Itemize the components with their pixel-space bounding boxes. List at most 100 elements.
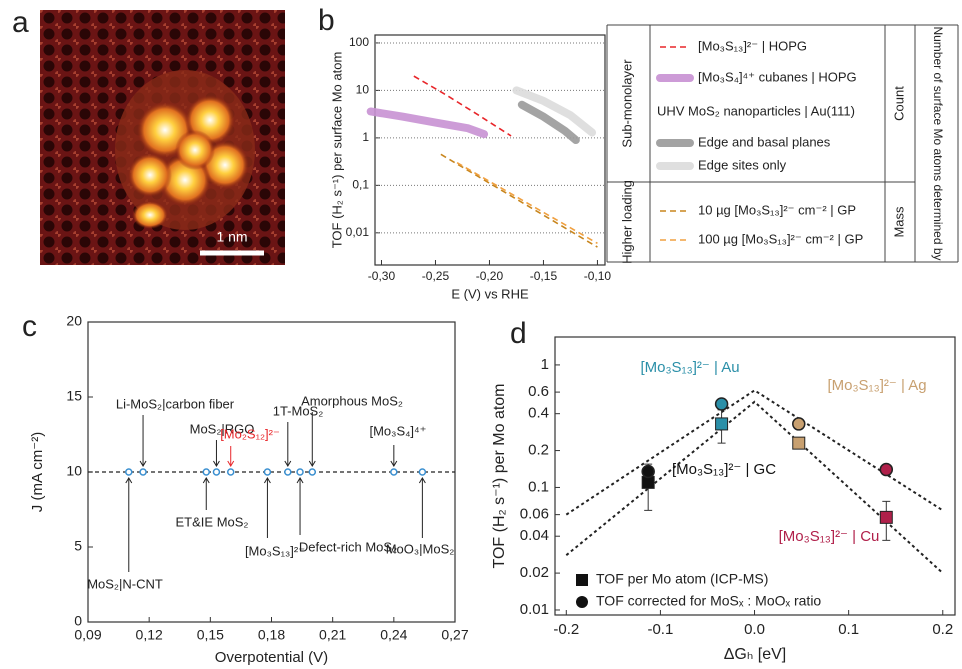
x-axis-label: E (V) vs RHE	[451, 286, 529, 301]
point	[642, 465, 654, 477]
trend-line	[566, 390, 942, 514]
trend-line	[566, 402, 942, 573]
x-tick-label: -0,10	[584, 269, 612, 283]
point	[880, 464, 892, 476]
panel-label: b	[318, 4, 335, 37]
legend-label: TOF per Mo atom (ICP-MS)	[596, 571, 768, 587]
annotation: [Mo₃S₁₃]²⁻ | Ag	[827, 377, 926, 394]
legend-label: Edge sites only	[698, 157, 787, 172]
y-tick-label: 10	[356, 83, 370, 97]
point-label: Defect-rich MoS₂	[299, 539, 397, 554]
x-axis-label: ΔGₕ [eV]	[724, 646, 787, 663]
legend-heading: UHV MoS₂ nanoparticles | Au(111)	[657, 103, 855, 118]
x-tick-label: 0,24	[380, 627, 407, 643]
y-tick-label: 0.02	[520, 564, 549, 581]
legend-group: Sub-monolayer	[619, 59, 634, 148]
x-axis-label: Overpotential (V)	[215, 649, 328, 666]
y-tick-label: 0.1	[528, 478, 549, 495]
y-tick-label: 0.6	[528, 383, 549, 400]
annotation: [Mo₃S₁₃]²⁻ | Au	[640, 359, 739, 376]
point	[309, 469, 315, 475]
y-tick-label: 0.2	[528, 442, 549, 459]
y-tick-label: 0,1	[352, 178, 369, 192]
x-tick-label: 0,18	[258, 627, 285, 643]
point	[213, 469, 219, 475]
legend-method: Count	[891, 86, 906, 121]
panel-label: d	[510, 317, 527, 350]
legend-label: [Mo₃S₁₃]²⁻ | HOPG	[698, 38, 807, 53]
annotation: [Mo₃S₁₃]²⁻ | Cu	[779, 528, 880, 545]
x-tick-label: 0.2	[932, 621, 953, 638]
x-tick-label: 0.0	[744, 621, 765, 638]
legend-marker	[576, 574, 588, 586]
x-tick-label: 0,27	[441, 627, 468, 643]
legend-label: 10 µg [Mo₃S₁₃]²⁻ cm⁻² | GP	[698, 202, 856, 217]
y-tick-label: 15	[66, 388, 82, 404]
x-tick-label: -0,15	[530, 269, 558, 283]
legend-title: Number of surface Mo atoms determined by	[931, 26, 945, 260]
point	[228, 469, 234, 475]
panel-label: a	[12, 6, 29, 39]
legend-method: Mass	[891, 206, 906, 238]
point-label: Amorphous MoS₂	[301, 393, 403, 408]
point	[264, 469, 270, 475]
point-label: [Mo₃S₁₃]²⁻	[245, 543, 305, 558]
y-tick-label: 0.06	[520, 506, 549, 523]
point-label: MoO₃|MoS₂	[386, 541, 455, 556]
point	[297, 469, 303, 475]
legend-marker	[576, 596, 588, 608]
legend-label: TOF corrected for MoSₓ : MoOₓ ratio	[596, 593, 821, 609]
y-axis-label: TOF (H₂ s⁻¹) per Mo atom	[491, 383, 508, 568]
y-tick-label: 0,01	[346, 225, 370, 239]
y-tick-label: 0	[74, 613, 82, 629]
point	[391, 469, 397, 475]
y-tick-label: 1	[362, 130, 369, 144]
y-axis-label: TOF (H₂ s⁻¹) per surface Mo atom	[329, 52, 344, 249]
point-label: MoS₂|N-CNT	[87, 576, 163, 591]
x-tick-label: 0.1	[838, 621, 859, 638]
figure: 1 nm a -0,30 -0,25 -0,20 -0,15 -0,10 0,01 0,1 1…	[0, 0, 962, 669]
legend-label: Edge and basal planes	[698, 134, 831, 149]
point	[880, 511, 892, 523]
panel-label: c	[22, 310, 37, 343]
x-tick-label: -0.1	[647, 621, 673, 638]
scale-bar-label: 1 nm	[216, 229, 247, 245]
line-series	[457, 163, 597, 244]
point	[793, 418, 805, 430]
x-tick-label: 0,15	[197, 627, 224, 643]
point	[140, 469, 146, 475]
y-tick-label: 0.04	[520, 527, 549, 544]
point-label: Li-MoS₂|carbon fiber	[116, 396, 235, 411]
x-tick-label: -0.2	[553, 621, 579, 638]
x-tick-label: 0,21	[319, 627, 346, 643]
y-tick-label: 1	[541, 356, 549, 373]
annotation: [Mo₃S₁₃]²⁻ | GC	[672, 461, 776, 478]
x-tick-label: -0,25	[422, 269, 450, 283]
y-tick-label: 100	[349, 35, 369, 49]
x-tick-label: 0,09	[74, 627, 101, 643]
y-tick-label: 20	[66, 313, 82, 329]
legend-label: 100 µg [Mo₃S₁₃]²⁻ cm⁻² | GP	[698, 231, 863, 246]
y-tick-label: 0.01	[520, 601, 549, 618]
point	[126, 469, 132, 475]
point	[419, 469, 425, 475]
point	[285, 469, 291, 475]
stm-image: 1 nm	[40, 10, 285, 265]
point-label: [Mo₂S₁₂]²⁻	[220, 426, 280, 441]
point-label: [Mo₃S₄]⁴⁺	[369, 423, 426, 438]
legend-group: Higher loading	[619, 180, 634, 264]
y-axis-label: J (mA cm⁻²)	[29, 432, 46, 512]
point	[793, 437, 805, 449]
x-tick-label: -0,30	[368, 269, 396, 283]
point	[203, 469, 209, 475]
legend-label: [Mo₃S₄]⁴⁺ cubanes | HOPG	[698, 69, 857, 84]
x-tick-label: 0,12	[136, 627, 163, 643]
y-tick-label: 10	[66, 463, 82, 479]
y-tick-label: 5	[74, 538, 82, 554]
line-series	[371, 111, 484, 134]
point	[716, 418, 728, 430]
y-tick-label: 0.4	[528, 405, 549, 422]
point	[716, 398, 728, 410]
x-tick-label: -0,20	[476, 269, 504, 283]
point-label: ET&IE MoS₂	[176, 514, 249, 529]
